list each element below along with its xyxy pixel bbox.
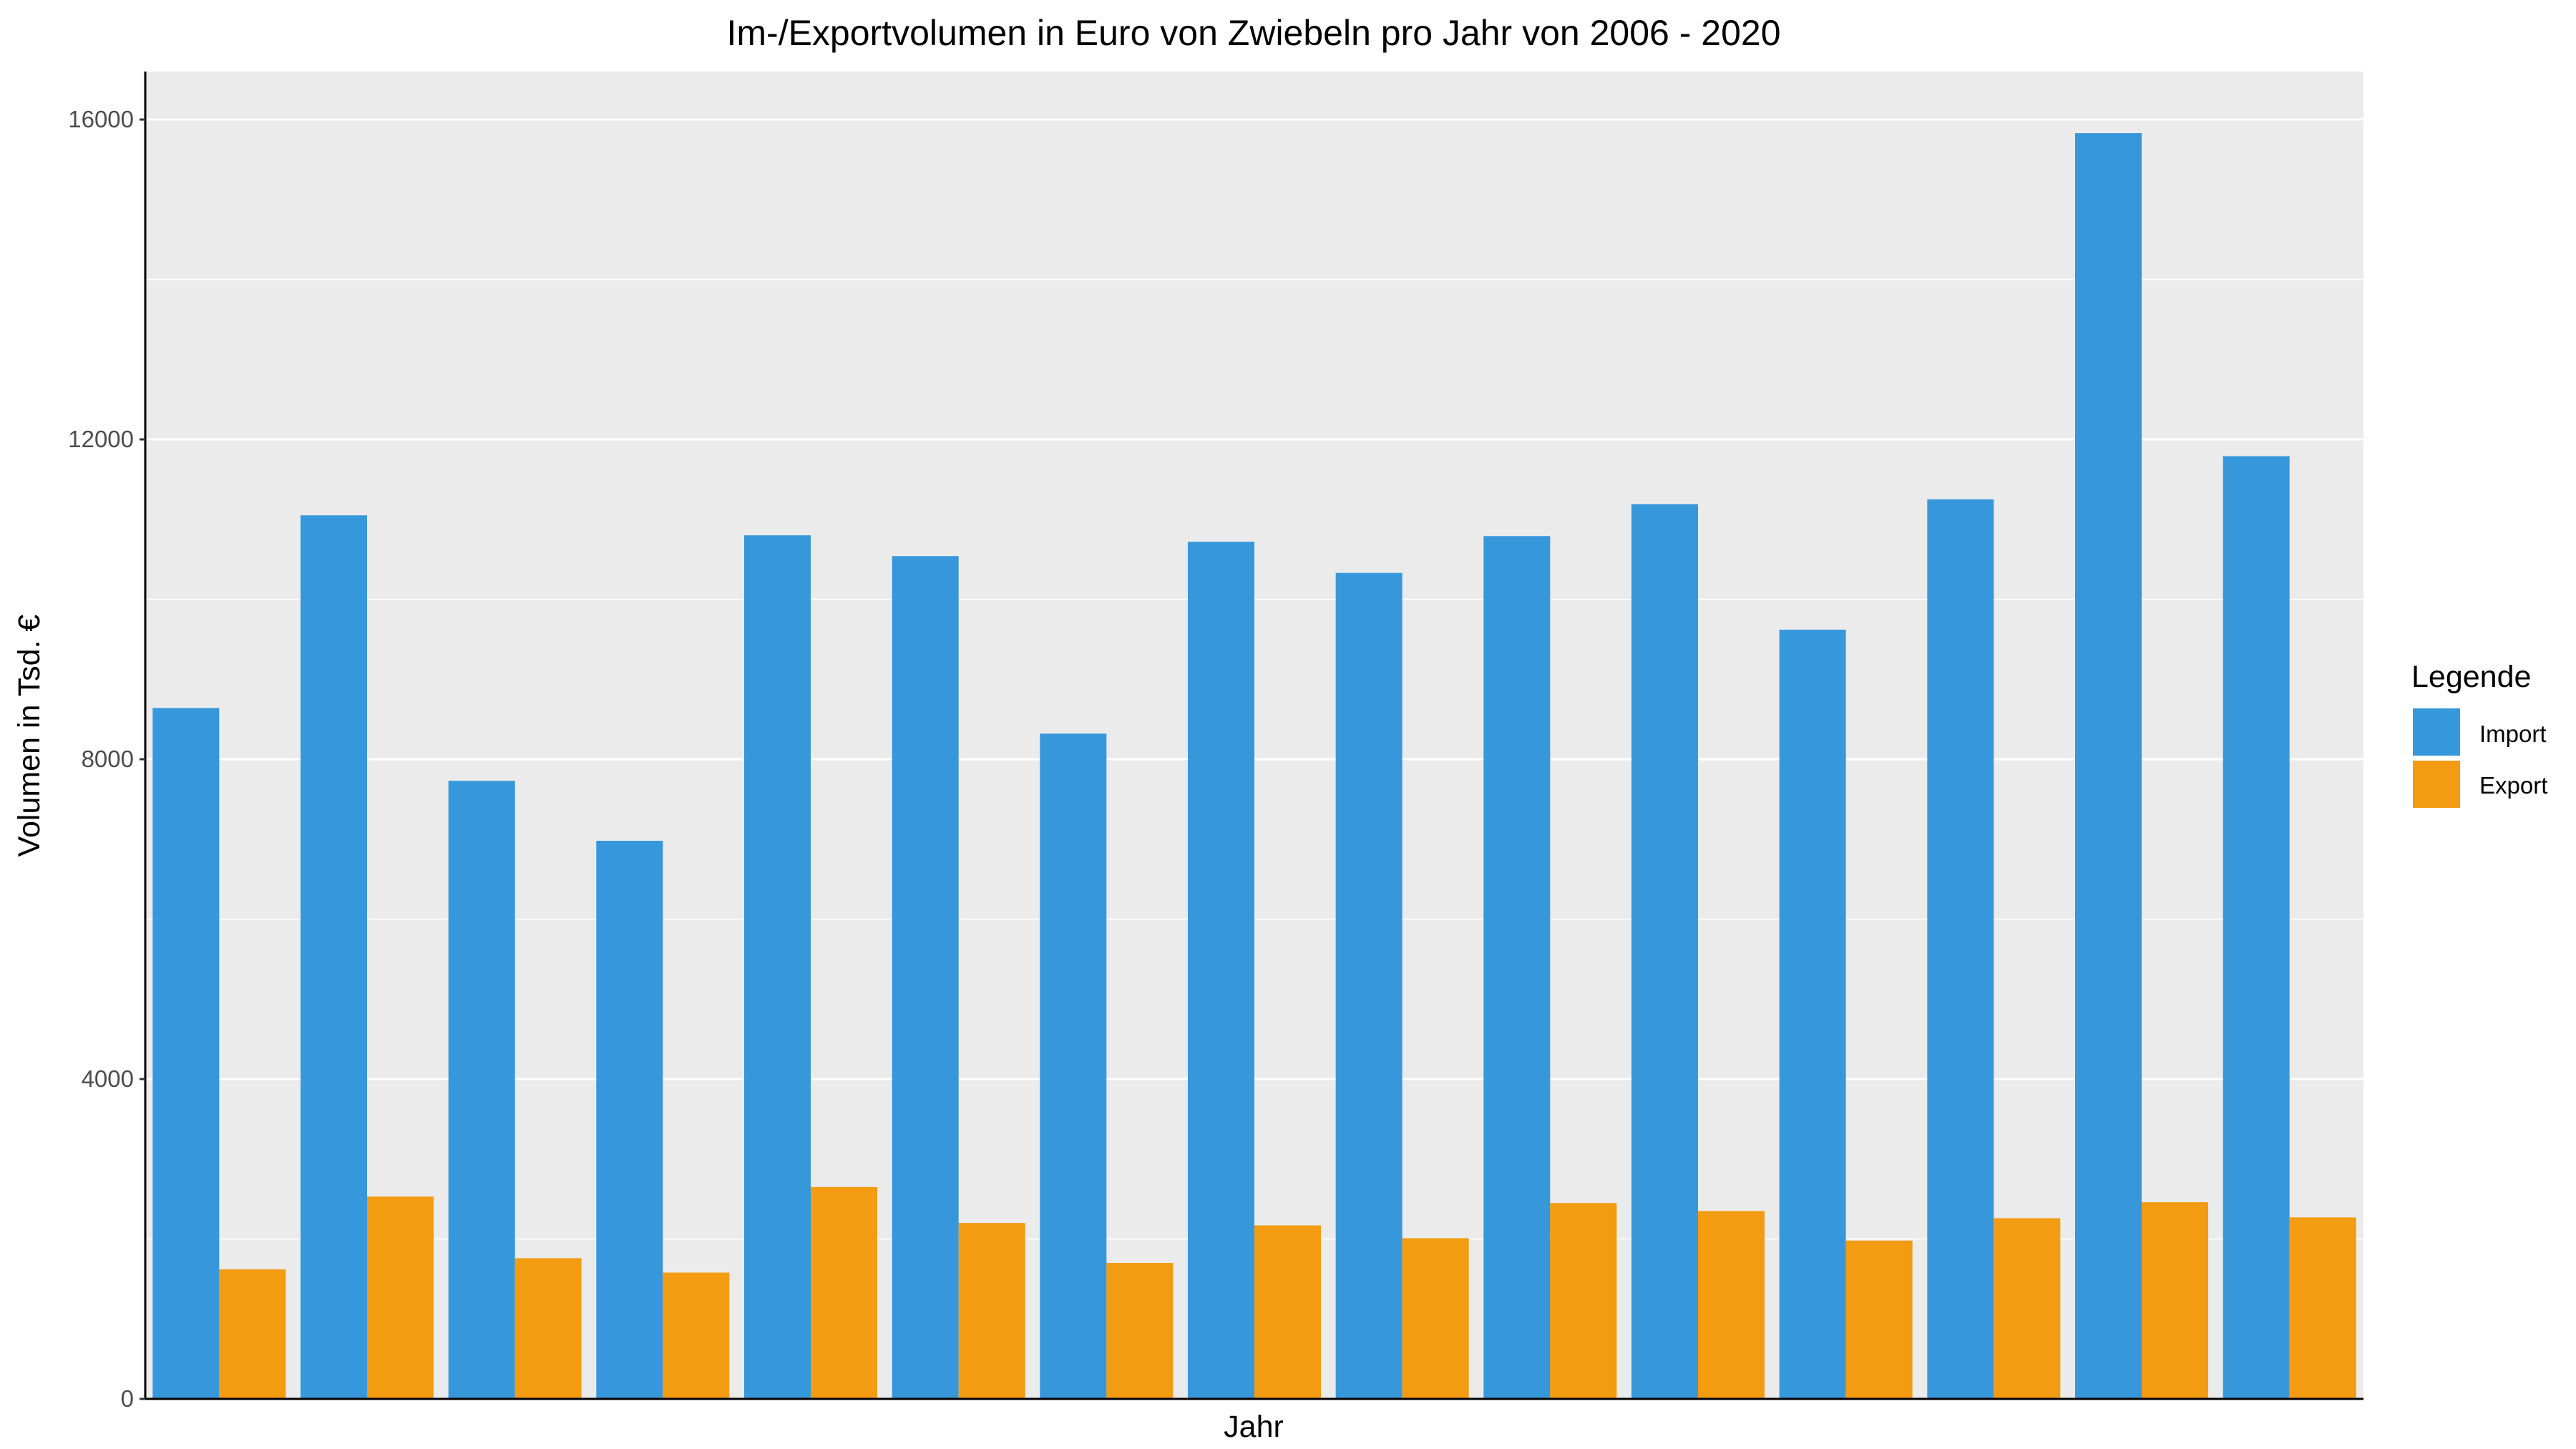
bar-import-0	[152, 708, 220, 1399]
bar-import-11	[1779, 629, 1846, 1400]
bars	[152, 133, 2356, 1400]
bar-export-7	[1254, 1225, 1321, 1399]
legend: Legende Import Export	[2411, 660, 2547, 808]
bar-import-8	[1335, 572, 1402, 1400]
bar-import-12	[1927, 499, 1994, 1399]
bar-export-11	[1845, 1240, 1913, 1399]
legend-label-export: Export	[2479, 772, 2547, 799]
bar-import-9	[1483, 536, 1551, 1399]
bar-export-1	[367, 1196, 434, 1399]
bar-import-14	[2223, 456, 2290, 1400]
bar-import-13	[2075, 133, 2142, 1400]
legend-key-import	[2413, 708, 2460, 756]
bar-export-4	[811, 1186, 877, 1399]
y-tick-label: 0	[121, 1385, 134, 1412]
y-tick-label: 4000	[82, 1065, 134, 1092]
bar-import-3	[596, 841, 663, 1399]
bar-export-9	[1550, 1203, 1617, 1399]
legend-label-import: Import	[2479, 721, 2547, 747]
y-axis-title: Volumen in Tsd. €	[12, 615, 47, 857]
y-tick-label: 8000	[82, 746, 134, 772]
bar-export-3	[663, 1272, 730, 1399]
bar-export-6	[1106, 1263, 1174, 1399]
x-axis-title: Jahr	[1224, 1410, 1284, 1444]
chart-title: Im-/Exportvolumen in Euro von Zwiebeln p…	[727, 13, 1781, 53]
bar-import-5	[892, 556, 959, 1399]
bar-import-1	[301, 515, 367, 1399]
y-tick-label: 16000	[68, 106, 134, 132]
bar-export-13	[2142, 1202, 2208, 1399]
bar-export-5	[958, 1223, 1025, 1399]
bar-import-6	[1040, 733, 1107, 1399]
bar-export-14	[2289, 1217, 2356, 1399]
bar-import-7	[1188, 542, 1254, 1399]
y-tick-label: 12000	[68, 426, 134, 452]
bar-import-4	[744, 535, 811, 1399]
bar-export-8	[1402, 1238, 1469, 1399]
bar-export-10	[1698, 1211, 1765, 1399]
bar-export-12	[1994, 1218, 2061, 1399]
y-axis-ticks: 0 4000 8000 12000 16000	[68, 106, 145, 1412]
bar-import-2	[448, 781, 515, 1399]
legend-title: Legende	[2411, 660, 2531, 694]
bar-export-2	[514, 1258, 582, 1399]
legend-key-export	[2413, 761, 2460, 808]
bar-export-0	[219, 1269, 286, 1399]
bar-import-10	[1631, 504, 1698, 1399]
